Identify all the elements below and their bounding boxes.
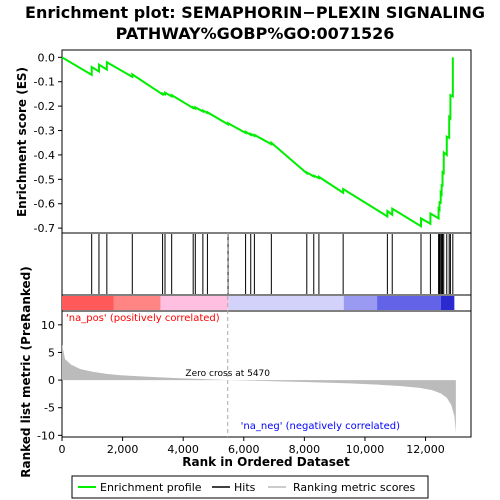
metric-tick-label: 10 <box>41 319 55 332</box>
x-tick-label: 6,000 <box>228 443 260 456</box>
es-tick-label: -0.4 <box>34 149 55 162</box>
es-tick-label: -0.3 <box>34 125 55 138</box>
x-tick-label: 8,000 <box>289 443 321 456</box>
metric-tick-label: 0 <box>48 374 55 387</box>
metric-tick-label: -10 <box>37 429 55 442</box>
positive-correlation-label: 'na_pos' (positively correlated) <box>66 313 220 324</box>
zero-cross-label: Zero cross at 5470 <box>185 369 270 379</box>
es-tick-label: -0.1 <box>34 76 55 89</box>
es-axis-label: Enrichment score (ES) <box>15 67 29 217</box>
x-tick-label: 0 <box>59 443 66 456</box>
x-tick-label: 10,000 <box>346 443 385 456</box>
gradient-segment <box>228 296 344 310</box>
metric-panel <box>61 310 472 438</box>
enrichment-profile-line <box>61 56 454 228</box>
gradient-segment <box>160 296 229 310</box>
metric-axis: 10 5 0 -5 -10 <box>37 319 62 442</box>
x-axis: 0 2,000 4,000 6,000 8,000 10,000 12,000 <box>59 437 445 456</box>
es-tick-label: 0.0 <box>38 51 56 64</box>
x-tick-label: 4,000 <box>167 443 199 456</box>
metric-tick-label: 5 <box>48 346 55 359</box>
legend: Enrichment profile Hits Ranking metric s… <box>71 475 429 499</box>
gradient-segment <box>440 296 455 310</box>
legend-box <box>71 475 429 499</box>
es-axis: 0.0 -0.1 -0.2 -0.3 -0.4 -0.5 -0.6 -0.7 <box>34 51 62 235</box>
gradient-segment <box>343 296 378 310</box>
x-axis-label: Rank in Ordered Dataset <box>182 455 350 469</box>
metric-axis-label: Ranked list metric (PreRanked) <box>19 266 33 478</box>
hits-panel <box>61 232 472 296</box>
es-tick-label: -0.7 <box>34 222 55 235</box>
legend-label-ranking-metric: Ranking metric scores <box>293 481 415 494</box>
gradient-segment <box>113 296 161 310</box>
es-tick-label: -0.2 <box>34 100 55 113</box>
metric-tick-label: -5 <box>44 402 55 415</box>
legend-label-hits: Hits <box>234 481 256 494</box>
ranking-gradient-bar <box>62 296 455 310</box>
es-tick-label: -0.6 <box>34 198 55 211</box>
legend-label-enrichment-profile: Enrichment profile <box>100 481 202 494</box>
gradient-segment <box>62 296 114 310</box>
es-tick-label: -0.5 <box>34 173 55 186</box>
chart-title-line1: Enrichment plot: SEMAPHORIN−PLEXIN SIGNA… <box>25 3 485 22</box>
negative-correlation-label: 'na_neg' (negatively correlated) <box>241 421 400 432</box>
x-tick-label: 12,000 <box>406 443 445 456</box>
x-tick-label: 2,000 <box>107 443 139 456</box>
gradient-segment <box>377 296 441 310</box>
chart-title-line2: PATHWAY%GOBP%GO:0071526 <box>116 24 395 43</box>
